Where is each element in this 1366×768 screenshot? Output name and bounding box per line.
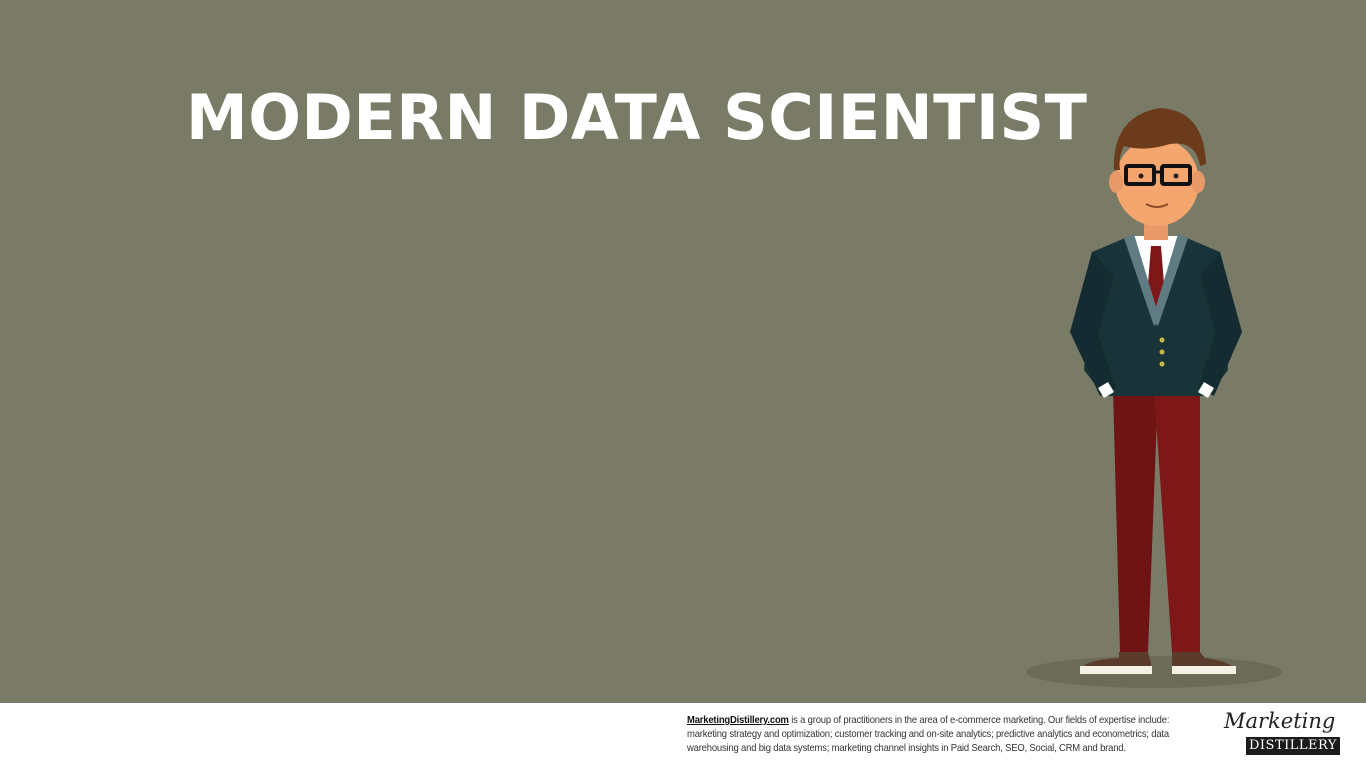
right-shoe-sole [1172,666,1236,674]
smile [1145,203,1169,208]
jacket-button [1159,361,1165,367]
data-scientist-illustration [1026,108,1282,688]
jacket-button [1159,337,1165,343]
ground-shadow [1026,656,1282,688]
right-eye [1173,173,1179,179]
footer-line-1: is a group of practitioners in the area … [788,714,1170,726]
hair [1113,108,1206,170]
right-cuff [1198,382,1214,398]
jacket-button [1159,349,1165,355]
right-arm [1198,252,1242,396]
left-cuff [1098,382,1114,398]
marketing-distillery-link[interactable]: MarketingDistillery.com [687,714,789,726]
logo-script-text: Marketing [1224,709,1336,733]
left-arm [1070,252,1116,396]
logo-plate-text: DISTILLERY [1246,737,1340,755]
face [1115,138,1199,226]
left-shoe-sole [1080,666,1152,674]
footer-line-3: warehousing and big data systems; market… [687,742,1126,754]
right-ear [1191,171,1205,193]
marketing-distillery-logo: Marketing DISTILLERY [1222,709,1344,759]
glasses-left-lens [1124,164,1156,186]
right-leg [1154,390,1200,652]
left-ear [1109,171,1123,193]
footer: MarketingDistillery.com is a group of pr… [0,703,1366,768]
right-lapel [1152,234,1188,326]
left-eye [1138,173,1144,179]
slide-title: MODERN DATA SCIENTIST [186,81,1088,154]
slide-stage: MODERN DATA SCIENTIST [0,0,1366,703]
left-lapel [1124,234,1160,326]
left-leg [1113,390,1158,652]
footer-line-2: marketing strategy and optimization; cus… [687,728,1169,740]
glasses-right-lens [1160,164,1192,186]
footer-description: MarketingDistillery.com is a group of pr… [687,713,1169,755]
